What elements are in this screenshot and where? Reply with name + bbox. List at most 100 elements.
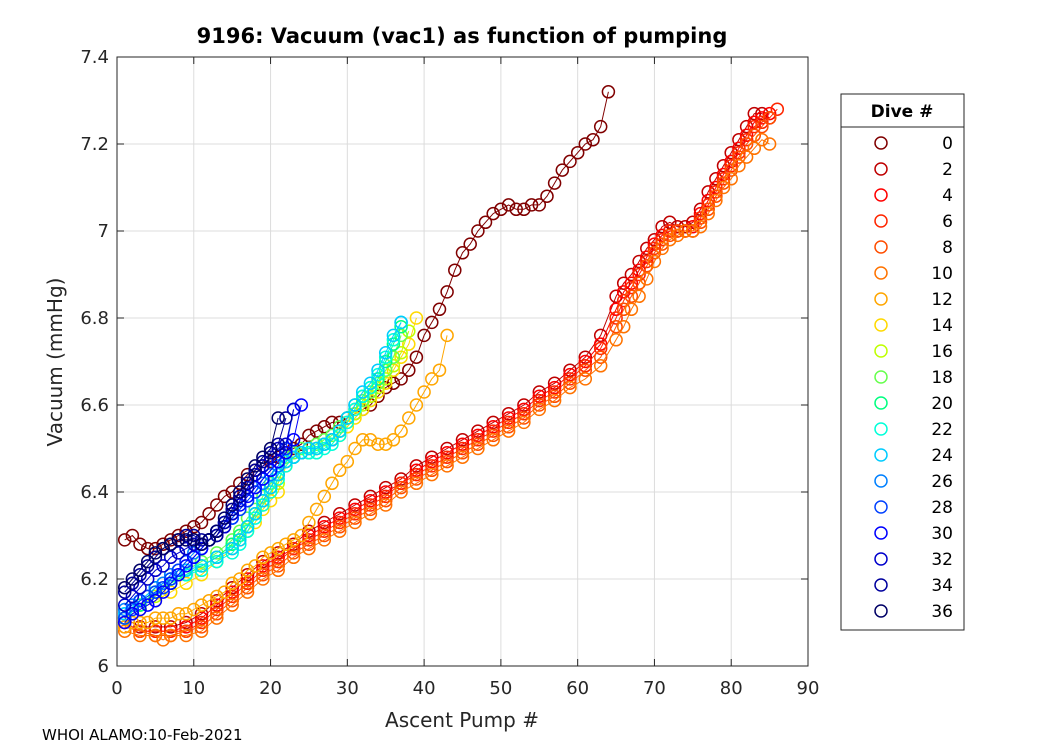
- data-point-dive-10: [663, 232, 677, 247]
- data-point-dive-12: [317, 489, 332, 504]
- data-point-dive-4: [709, 180, 723, 195]
- data-point-dive-8: [739, 137, 754, 151]
- data-point-dive-32: [233, 493, 247, 508]
- legend-marker-dive-10: [874, 266, 888, 280]
- data-point-dive-6: [609, 311, 623, 325]
- data-point-dive-2: [286, 537, 301, 551]
- data-point-dive-32: [125, 589, 140, 604]
- data-point-dive-10: [547, 393, 562, 408]
- data-point-dive-10: [210, 611, 224, 625]
- x-tick-label: 10: [182, 678, 205, 699]
- data-point-dive-12: [256, 550, 270, 565]
- data-point-dive-24: [225, 541, 239, 556]
- data-point-dive-8: [363, 502, 378, 517]
- data-point-dive-32: [163, 550, 178, 565]
- data-point-dive-26: [117, 602, 132, 617]
- data-point-dive-18: [309, 437, 324, 451]
- data-point-dive-26: [256, 476, 270, 491]
- data-point-dive-36: [179, 533, 193, 547]
- legend-marker-dive-30: [874, 526, 888, 540]
- data-point-dive-8: [624, 289, 639, 304]
- legend-marker-dive-26: [874, 474, 888, 488]
- data-point-dive-8: [532, 398, 547, 412]
- data-point-dive-36: [148, 546, 163, 560]
- legend-label-dive-26: 26: [931, 472, 953, 492]
- data-point-dive-0: [432, 302, 447, 317]
- data-point-dive-22: [279, 459, 293, 473]
- data-point-dive-8: [501, 420, 516, 434]
- data-point-dive-6: [286, 541, 301, 556]
- data-point-dive-4: [179, 620, 193, 634]
- legend-marker-dive-22: [874, 422, 888, 436]
- legend-marker-dive-4: [874, 188, 888, 202]
- x-tick-label: 30: [336, 678, 359, 699]
- data-point-dive-2: [716, 158, 731, 173]
- data-point-dive-12: [279, 537, 293, 551]
- data-point-dive-24: [317, 437, 332, 451]
- data-point-dive-0: [478, 215, 493, 230]
- legend-label-dive-2: 2: [942, 160, 953, 180]
- data-point-dive-12: [156, 611, 170, 625]
- data-point-dive-32: [140, 572, 155, 586]
- data-point-dive-36: [240, 472, 255, 486]
- data-point-dive-18: [240, 511, 255, 525]
- data-point-dive-6: [578, 359, 593, 373]
- data-point-dive-0: [563, 154, 577, 169]
- data-point-dive-4: [425, 454, 439, 469]
- data-point-dive-8: [348, 511, 362, 525]
- data-point-dive-18: [355, 393, 370, 408]
- legend-marker-dive-16: [874, 344, 888, 358]
- data-point-dive-10: [762, 137, 777, 151]
- data-point-dive-30: [125, 607, 140, 621]
- data-point-dive-24: [363, 376, 378, 390]
- data-point-dive-28: [179, 554, 193, 569]
- data-point-dive-6: [501, 415, 516, 430]
- data-point-dive-36: [156, 541, 170, 556]
- chart-title: 9196: Vacuum (vac1) as function of pumpi…: [197, 24, 728, 48]
- data-point-dive-2: [686, 215, 700, 230]
- data-point-dive-8: [378, 493, 393, 508]
- data-point-dive-10: [302, 541, 316, 556]
- data-point-dive-10: [455, 450, 470, 464]
- data-point-dive-10: [133, 628, 147, 643]
- data-point-dive-4: [563, 367, 577, 382]
- data-point-dive-8: [194, 620, 209, 634]
- data-point-dive-22: [317, 441, 332, 456]
- data-point-dive-6: [732, 145, 746, 160]
- data-point-dive-24: [348, 398, 362, 412]
- data-point-dive-20: [371, 372, 385, 386]
- data-point-dive-28: [225, 511, 239, 525]
- data-point-dive-18: [256, 489, 270, 504]
- data-point-dive-18: [210, 546, 224, 560]
- legend-label-dive-16: 16: [931, 342, 953, 362]
- data-point-dive-14: [371, 385, 385, 399]
- data-point-dive-6: [647, 241, 662, 256]
- legend-label-dive-18: 18: [931, 368, 953, 388]
- data-point-dive-16: [148, 589, 163, 604]
- data-point-dive-2: [455, 433, 470, 447]
- data-point-dive-0: [394, 372, 408, 386]
- data-point-dive-12: [294, 528, 309, 543]
- legend-label-dive-20: 20: [931, 394, 953, 414]
- data-point-dive-30: [263, 463, 278, 478]
- series-line-dive-24: [124, 322, 402, 615]
- data-point-dive-18: [371, 376, 385, 390]
- data-point-dive-32: [240, 480, 255, 495]
- data-point-dive-0: [179, 524, 193, 538]
- data-point-dive-16: [363, 389, 378, 404]
- data-point-dive-26: [125, 598, 140, 612]
- data-point-dive-8: [724, 163, 738, 177]
- data-point-dive-0: [586, 132, 600, 147]
- data-point-dive-10: [624, 302, 639, 317]
- data-point-dive-4: [332, 511, 347, 525]
- data-point-dive-0: [471, 224, 485, 238]
- data-point-dive-24: [210, 550, 224, 565]
- data-point-dive-0: [570, 145, 585, 160]
- data-point-dive-22: [263, 485, 278, 499]
- data-point-dive-0: [309, 424, 324, 438]
- data-point-dive-22: [179, 567, 193, 582]
- data-point-dive-36: [210, 524, 224, 538]
- data-point-dive-30: [294, 398, 309, 412]
- data-point-dive-10: [440, 459, 454, 473]
- data-point-dive-10: [425, 467, 439, 482]
